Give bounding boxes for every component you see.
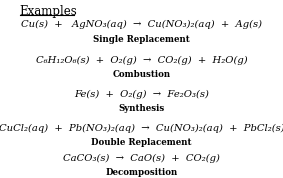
- Text: Cu(s)  +   AgNO₃(aq)  →  Cu(NO₃)₂(aq)  +  Ag(s): Cu(s) + AgNO₃(aq) → Cu(NO₃)₂(aq) + Ag(s): [21, 20, 262, 30]
- Text: CaCO₃(s)  →  CaO(s)  +  CO₂(g): CaCO₃(s) → CaO(s) + CO₂(g): [63, 154, 220, 163]
- Text: Single Replacement: Single Replacement: [93, 35, 190, 44]
- Text: Fe(s)  +  O₂(g)  →  Fe₂O₃(s): Fe(s) + O₂(g) → Fe₂O₃(s): [74, 90, 209, 99]
- Text: CuCl₂(aq)  +  Pb(NO₃)₂(aq)  →  Cu(NO₃)₂(aq)  +  PbCl₂(s): CuCl₂(aq) + Pb(NO₃)₂(aq) → Cu(NO₃)₂(aq) …: [0, 124, 283, 133]
- Text: Double Replacement: Double Replacement: [91, 138, 192, 147]
- Text: Decomposition: Decomposition: [105, 168, 178, 177]
- Text: Synthesis: Synthesis: [118, 104, 165, 113]
- Text: Examples: Examples: [20, 5, 78, 18]
- Text: Combustion: Combustion: [112, 70, 171, 79]
- Text: C₆H₁₂O₆(s)  +  O₂(g)  →  CO₂(g)  +  H₂O(g): C₆H₁₂O₆(s) + O₂(g) → CO₂(g) + H₂O(g): [36, 56, 247, 65]
